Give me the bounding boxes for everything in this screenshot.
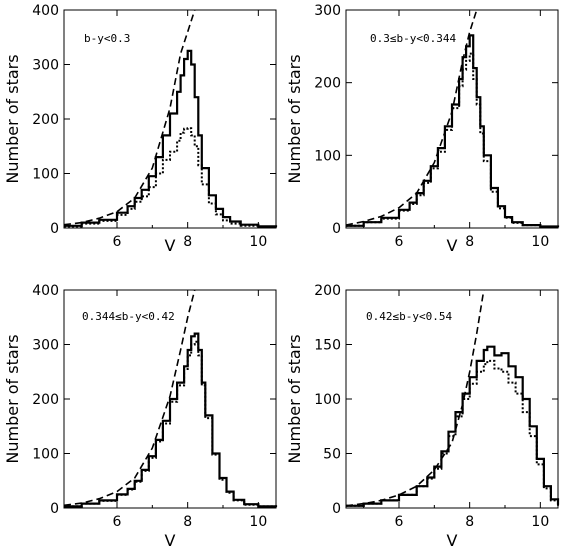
- y-tick-label: 0: [50, 221, 59, 237]
- series-dotted-line: [64, 340, 277, 508]
- y-axis-label: Number of stars: [285, 54, 304, 183]
- x-tick-label: 8: [465, 514, 474, 530]
- y-tick-label: 100: [314, 148, 341, 164]
- panel-label: 0.3≤b-y<0.344: [370, 32, 456, 45]
- panel-label: 0.42≤b-y<0.54: [366, 310, 452, 323]
- x-tick-label: 6: [395, 514, 404, 530]
- x-tick-label: 10: [249, 514, 267, 530]
- series-dashed-line: [64, 10, 196, 226]
- series-solid-line: [64, 49, 278, 228]
- panel-label: 0.344≤b-y<0.42: [82, 310, 175, 323]
- y-tick-label: 400: [32, 3, 59, 19]
- series-dashed-line: [64, 290, 196, 507]
- y-tick-label: 0: [332, 501, 341, 517]
- series-dotted-line: [346, 52, 559, 228]
- x-tick-label: 6: [113, 514, 122, 530]
- x-axis-label: V: [165, 531, 176, 550]
- y-tick-label: 100: [32, 167, 59, 183]
- series-dotted-line: [64, 127, 277, 228]
- x-tick-label: 10: [531, 234, 549, 250]
- y-tick-label: 300: [32, 338, 59, 354]
- x-tick-label: 8: [465, 234, 474, 250]
- series-dashed-line: [346, 10, 478, 226]
- x-tick-label: 10: [249, 234, 267, 250]
- x-axis-label: V: [447, 236, 458, 255]
- series-layer: [346, 10, 560, 228]
- y-tick-label: 300: [32, 58, 59, 74]
- x-axis-label: V: [165, 236, 176, 255]
- x-axis-label: V: [447, 531, 458, 550]
- y-tick-label: 150: [314, 338, 341, 354]
- y-tick-label: 200: [32, 112, 59, 128]
- y-tick-label: 100: [314, 392, 341, 408]
- x-tick-label: 8: [183, 514, 192, 530]
- y-tick-label: 200: [32, 392, 59, 408]
- y-tick-label: 300: [314, 3, 341, 19]
- x-tick-label: 6: [113, 234, 122, 250]
- series-solid-line: [346, 34, 560, 228]
- panel-label: b-y<0.3: [84, 32, 130, 45]
- series-layer: [346, 290, 560, 507]
- y-tick-label: 200: [314, 76, 341, 92]
- y-tick-label: 0: [332, 221, 341, 237]
- series-layer: [64, 10, 278, 228]
- y-tick-label: 100: [32, 447, 59, 463]
- y-axis-label: Number of stars: [3, 334, 22, 463]
- x-tick-label: 8: [183, 234, 192, 250]
- series-layer: [64, 290, 278, 508]
- series-dotted-line: [346, 359, 559, 507]
- series-solid-line: [346, 345, 560, 507]
- y-tick-label: 200: [314, 283, 341, 299]
- plot-frame: [345, 9, 559, 229]
- y-axis-label: Number of stars: [285, 334, 304, 463]
- y-tick-label: 400: [32, 283, 59, 299]
- y-axis-label: Number of stars: [3, 54, 22, 183]
- y-tick-label: 50: [323, 447, 341, 463]
- x-tick-label: 10: [531, 514, 549, 530]
- x-tick-label: 6: [395, 234, 404, 250]
- y-tick-label: 0: [50, 501, 59, 517]
